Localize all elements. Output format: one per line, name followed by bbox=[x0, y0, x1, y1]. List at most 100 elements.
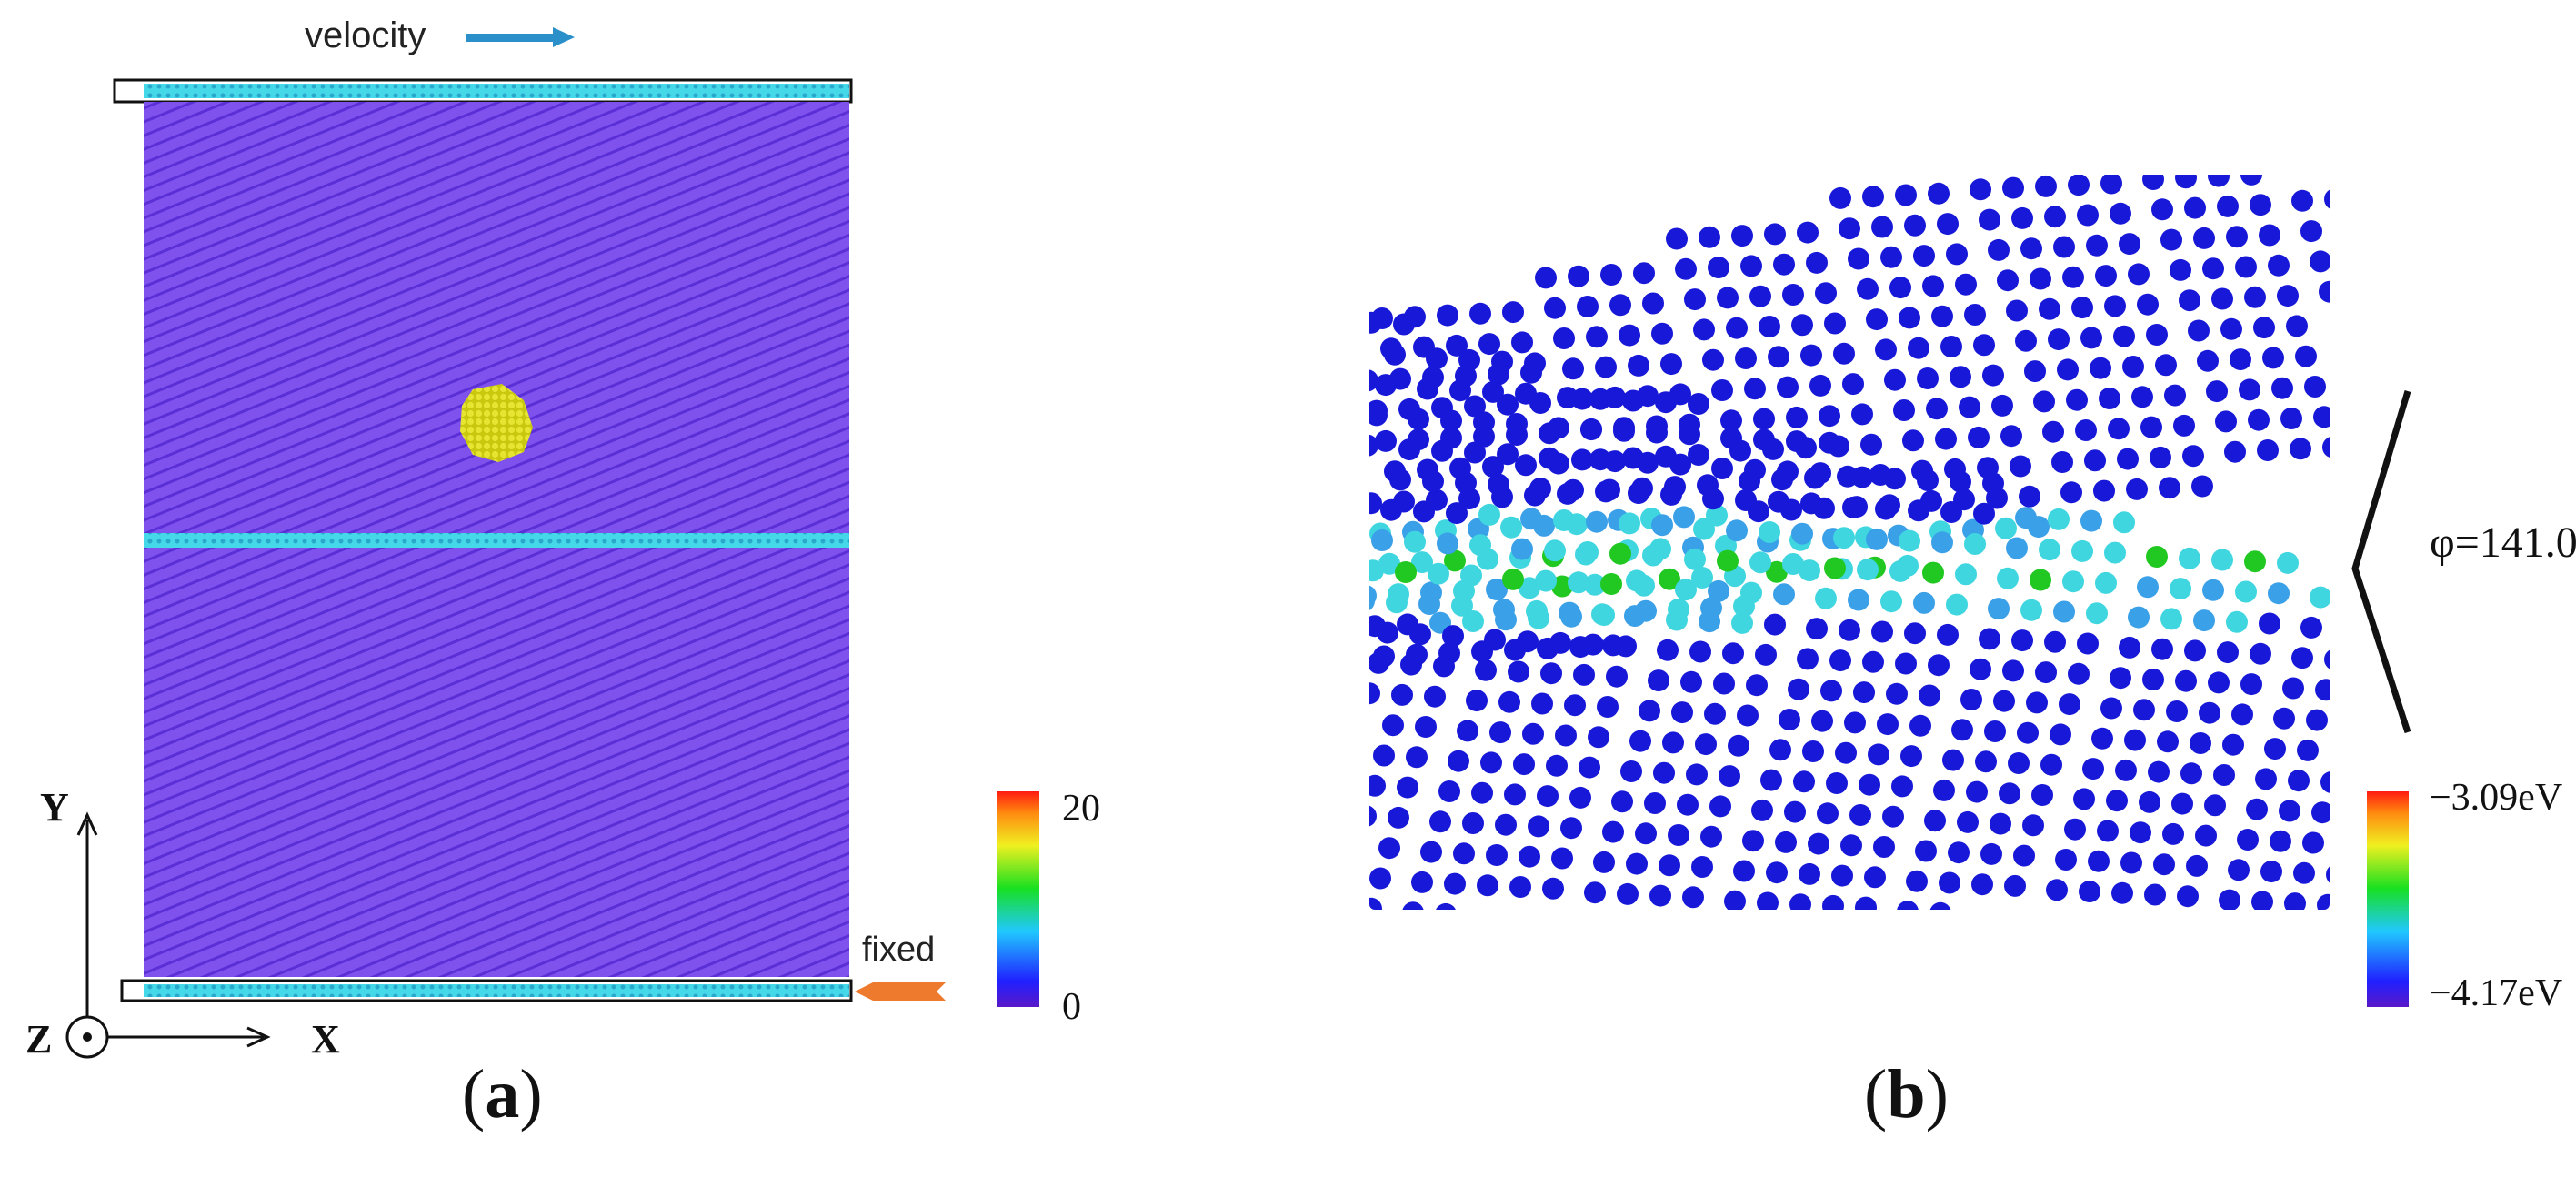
atom bbox=[1726, 519, 1748, 542]
atom bbox=[1933, 779, 1955, 801]
atom bbox=[1562, 357, 1584, 380]
angle-label: φ=141.06° bbox=[2430, 518, 2576, 567]
atom bbox=[2086, 602, 2108, 625]
atom bbox=[1660, 483, 1682, 506]
atom bbox=[1895, 184, 1917, 206]
atom bbox=[2295, 345, 2317, 367]
atom bbox=[1753, 428, 1775, 451]
atom bbox=[1400, 653, 1422, 676]
atom bbox=[1408, 408, 1429, 430]
atom bbox=[1835, 741, 1857, 764]
atom bbox=[1555, 724, 1577, 747]
atom bbox=[1699, 226, 1720, 248]
atom bbox=[2015, 329, 2037, 352]
atom bbox=[1682, 886, 1704, 909]
atom bbox=[1369, 589, 1375, 612]
atom bbox=[1893, 399, 1915, 421]
atom bbox=[1478, 333, 1500, 356]
atom bbox=[2059, 693, 2080, 716]
atom bbox=[1826, 772, 1848, 794]
atom bbox=[1851, 403, 1873, 426]
atom bbox=[1442, 625, 1464, 648]
atom bbox=[2110, 667, 2131, 690]
atom bbox=[1688, 393, 1709, 415]
atom bbox=[1982, 364, 2004, 387]
atom bbox=[1557, 387, 1579, 409]
atom bbox=[1429, 810, 1451, 833]
atom bbox=[2042, 420, 2064, 443]
atom bbox=[2142, 175, 2164, 190]
atom bbox=[1797, 648, 1819, 670]
atom bbox=[1486, 844, 1508, 866]
atom bbox=[2111, 881, 2133, 904]
atom bbox=[2110, 202, 2131, 225]
atom bbox=[1940, 501, 1962, 523]
atom bbox=[1391, 683, 1413, 706]
atom bbox=[2022, 814, 2044, 837]
atom bbox=[1768, 490, 1789, 513]
atom bbox=[2190, 732, 2211, 754]
atom bbox=[2097, 820, 2119, 842]
atom bbox=[2291, 189, 2313, 212]
atom bbox=[2259, 612, 2280, 635]
atom bbox=[1897, 901, 1919, 910]
atom bbox=[2024, 360, 2046, 383]
atom bbox=[1964, 304, 1986, 326]
atom bbox=[1693, 518, 1715, 540]
atom bbox=[1493, 599, 1515, 621]
atom bbox=[1711, 458, 1733, 479]
atom bbox=[2106, 790, 2128, 812]
atom bbox=[1451, 594, 1473, 617]
atom bbox=[2033, 390, 2055, 413]
atom bbox=[2164, 384, 2186, 407]
atom bbox=[2188, 319, 2210, 342]
atom bbox=[1537, 785, 1559, 808]
caption-b: (b) bbox=[1864, 1056, 1949, 1133]
atom bbox=[1560, 817, 1582, 840]
atom bbox=[2146, 324, 2168, 346]
atom bbox=[2160, 608, 2182, 630]
atom bbox=[1528, 815, 1549, 838]
atom bbox=[1649, 884, 1671, 907]
atom bbox=[1591, 603, 1613, 626]
atom bbox=[2293, 861, 2315, 884]
atom bbox=[1635, 822, 1657, 845]
atom bbox=[1871, 620, 1893, 643]
atom bbox=[2222, 733, 2244, 756]
atom bbox=[1773, 253, 1795, 276]
atom bbox=[1580, 418, 1602, 441]
atom bbox=[1382, 714, 1404, 737]
atom bbox=[1691, 856, 1713, 878]
atom bbox=[2008, 752, 2030, 774]
atom bbox=[2044, 630, 2066, 653]
atom bbox=[1373, 744, 1395, 767]
atom bbox=[2146, 546, 2168, 568]
atom bbox=[1982, 472, 2004, 495]
atom bbox=[2002, 176, 2024, 199]
atom bbox=[2151, 198, 2173, 221]
atom bbox=[1411, 871, 1433, 893]
atom bbox=[1899, 529, 1920, 552]
atom bbox=[2077, 632, 2099, 655]
panel-b: φ=141.06° −3.09eV −4.17eV (b) bbox=[1173, 0, 2576, 1198]
atom bbox=[1791, 314, 1813, 337]
atom bbox=[1519, 845, 1540, 868]
atom bbox=[1904, 214, 1926, 237]
atom bbox=[2255, 768, 2277, 790]
atom bbox=[2062, 266, 2084, 288]
atom bbox=[1684, 548, 1706, 570]
atom bbox=[1369, 369, 1378, 392]
axis-y-label: Y bbox=[40, 785, 69, 830]
colorbar-b-max: −3.09eV bbox=[2430, 777, 2562, 819]
atom bbox=[2250, 194, 2271, 216]
atom bbox=[1917, 469, 1939, 491]
atom bbox=[1520, 508, 1542, 530]
atom bbox=[1369, 651, 1389, 674]
atom bbox=[2026, 691, 2048, 714]
atom bbox=[1486, 579, 1508, 600]
atom bbox=[2268, 582, 2290, 605]
atom bbox=[1991, 394, 2013, 417]
atom bbox=[2184, 639, 2206, 662]
atom bbox=[2300, 220, 2322, 243]
atom bbox=[1822, 894, 1844, 910]
